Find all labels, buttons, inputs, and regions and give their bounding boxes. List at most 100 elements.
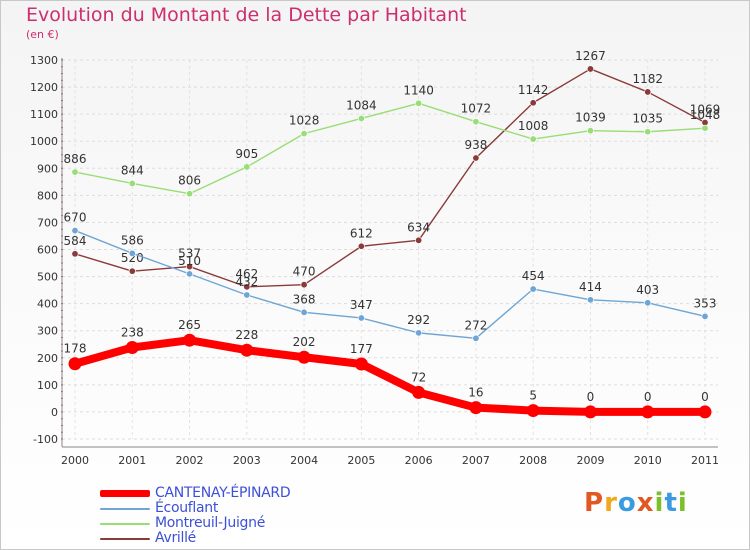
data-label: 1028 (289, 114, 320, 128)
data-label: 462 (235, 267, 258, 281)
data-point (243, 283, 251, 291)
data-point (357, 314, 365, 322)
data-point (128, 249, 136, 257)
x-tick-label: 2010 (634, 454, 662, 467)
data-label: 72 (411, 370, 426, 384)
proxiti-logo: Proxiti (584, 488, 688, 518)
data-label: 16 (468, 386, 483, 400)
data-point (701, 312, 709, 320)
legend-label: Avrillé (155, 530, 196, 546)
y-tick-label: -100 (33, 433, 58, 446)
x-tick-label: 2007 (462, 454, 490, 467)
data-label: 0 (701, 390, 709, 404)
data-point (300, 308, 308, 316)
data-label: 1267 (575, 49, 606, 63)
data-label: 0 (587, 390, 595, 404)
data-point (71, 227, 79, 235)
logo-letter: o (617, 488, 637, 518)
data-label: 177 (350, 342, 373, 356)
data-point (472, 118, 480, 126)
y-tick-label: 800 (37, 189, 58, 202)
data-label: 806 (178, 174, 201, 188)
data-label: 265 (178, 318, 201, 332)
data-label: 228 (235, 328, 258, 342)
data-label: 454 (522, 269, 545, 283)
data-label: 612 (350, 226, 373, 240)
data-label: 905 (235, 147, 258, 161)
data-point (472, 154, 480, 162)
data-point (183, 333, 197, 347)
data-point (240, 343, 254, 357)
x-tick-label: 2001 (118, 454, 146, 467)
legend-swatch (100, 538, 150, 540)
data-label: 5 (529, 389, 537, 403)
unit-label: (en €) (26, 28, 59, 41)
logo-letter: P (584, 488, 605, 518)
data-point (186, 263, 194, 271)
x-tick-label: 2004 (290, 454, 318, 467)
data-label: 1008 (518, 119, 549, 133)
legend-label: Montreuil-Juigné (155, 515, 266, 531)
logo-letter: x (636, 488, 655, 518)
x-tick-label: 2005 (347, 454, 375, 467)
data-point (586, 65, 594, 73)
data-point (526, 404, 540, 418)
data-label: 1084 (346, 98, 377, 112)
x-tick-label: 2009 (576, 454, 604, 467)
data-point (644, 88, 652, 96)
y-tick-label: 0 (51, 406, 58, 419)
data-point (701, 124, 709, 132)
data-label: 1182 (632, 72, 663, 86)
data-label: 353 (694, 296, 717, 310)
data-label: 510 (178, 254, 201, 268)
data-point (529, 285, 537, 293)
data-label: 403 (636, 283, 659, 297)
y-tick-label: 1200 (30, 81, 58, 94)
data-point (529, 135, 537, 143)
logo-letter: t (664, 488, 678, 518)
data-label: 1035 (632, 112, 663, 126)
y-tick-label: 1300 (30, 54, 58, 67)
y-tick-label: 100 (37, 379, 58, 392)
data-label: 1140 (403, 83, 434, 97)
data-label: 470 (293, 265, 316, 279)
x-tick-label: 2011 (691, 454, 719, 467)
data-point (415, 236, 423, 244)
data-label: 938 (464, 138, 487, 152)
data-label: 292 (407, 313, 430, 327)
legend-swatch (100, 508, 150, 510)
data-point (641, 405, 655, 419)
data-label: 844 (121, 163, 144, 177)
x-tick-label: 2002 (176, 454, 204, 467)
data-point (415, 99, 423, 107)
y-tick-label: 600 (37, 244, 58, 257)
x-tick-label: 2000 (61, 454, 89, 467)
data-point (300, 130, 308, 138)
series-line-2 (74, 102, 706, 195)
data-point (125, 340, 139, 354)
data-point (243, 291, 251, 299)
data-label: 1069 (690, 103, 721, 117)
chart-title: Evolution du Montant de la Dette par Hab… (26, 4, 467, 26)
data-point (644, 299, 652, 307)
data-point (71, 168, 79, 176)
data-point (186, 270, 194, 278)
data-point (472, 334, 480, 342)
series-line-3 (74, 68, 706, 288)
logo-letter: r (604, 488, 618, 518)
y-tick-label: 1100 (30, 108, 58, 121)
data-point (644, 128, 652, 136)
data-label: 347 (350, 298, 373, 312)
y-tick-label: 200 (37, 352, 58, 365)
legend-label: CANTENAY-ÉPINARD (155, 485, 291, 501)
data-label: 238 (121, 325, 144, 339)
data-point (586, 296, 594, 304)
data-label: 1048 (690, 108, 721, 122)
data-point (354, 357, 368, 371)
legend-label: Écouflant (155, 500, 219, 516)
data-label: 537 (178, 247, 201, 261)
y-tick-label: 1000 (30, 135, 58, 148)
data-point (68, 357, 82, 371)
legend-swatch (100, 490, 150, 497)
